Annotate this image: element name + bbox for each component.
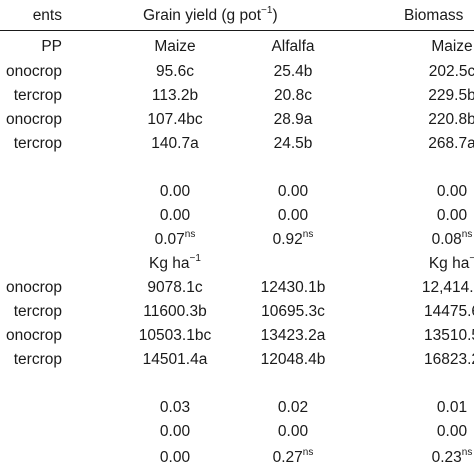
cell-maize: 107.4bc [147, 111, 203, 128]
stat-biomass: 0.23ns [431, 446, 473, 466]
header-row: ents Grain yield (g pot−1) Biomass [0, 4, 474, 28]
cell-biomass: 16823.2 [423, 351, 474, 368]
subheader-alfalfa: Alfalfa [271, 38, 315, 55]
cell-biomass: 229.5b [428, 87, 474, 104]
stat-alfalfa: 0.00 [277, 183, 309, 200]
stats-row: 0.07ns 0.92ns 0.08ns [0, 228, 474, 252]
cell-maize: 95.6c [156, 63, 194, 80]
stats-row: 0.00 0.00 0.00 [0, 180, 474, 204]
cell-alfalfa: 28.9a [273, 111, 313, 128]
row-label: onocrop [5, 63, 62, 80]
table-row: onocrop 10503.1bc 13423.2a 13510.5 [0, 324, 474, 348]
cell-biomass: 14475.6 [423, 303, 474, 320]
stat-biomass: 0.00 [436, 423, 468, 440]
subheader-maize: Maize [154, 38, 196, 55]
cell-alfalfa: 20.8c [274, 87, 312, 104]
stat-alfalfa: 0.02 [277, 399, 309, 416]
row-label: onocrop [5, 111, 62, 128]
stat-alfalfa: 0.27ns [272, 446, 314, 466]
table-row: onocrop 9078.1c 12430.1b 12,414.2 [0, 276, 474, 300]
cell-alfalfa: 25.4b [273, 63, 313, 80]
cell-biomass: 13510.5 [423, 327, 474, 344]
cell-biomass: 220.8b [428, 111, 474, 128]
stat-biomass: 0.00 [436, 207, 468, 224]
stat-maize: 0.07ns [154, 228, 196, 248]
row-label: tercrop [13, 135, 62, 152]
cell-maize: 9078.1c [147, 279, 203, 296]
stats-row: 0.00 0.00 0.00 [0, 420, 474, 444]
header-rule [0, 30, 474, 31]
row-label: tercrop [13, 351, 62, 368]
table-row: onocrop 95.6c 25.4b 202.5c [0, 60, 474, 84]
unit-maize: Kg ha−1 [149, 252, 201, 272]
table-row: tercrop 11600.3b 10695.3c 14475.6 [0, 300, 474, 324]
stat-maize: 0.00 [159, 449, 191, 466]
subheader-maize-biomass: Maize [431, 38, 473, 55]
cell-alfalfa: 12048.4b [260, 351, 326, 368]
cell-maize: 140.7a [151, 135, 199, 152]
cell-alfalfa: 12430.1b [260, 279, 326, 296]
table-row: tercrop 14501.4a 12048.4b 16823.2 [0, 348, 474, 372]
row-label: tercrop [13, 303, 62, 320]
row-label: onocrop [5, 327, 62, 344]
table-row: onocrop 107.4bc 28.9a 220.8b [0, 108, 474, 132]
stats-row: 0.00 0.00 0.00 [0, 204, 474, 228]
header-biomass: Biomass [404, 7, 464, 24]
cell-maize: 14501.4a [142, 351, 208, 368]
stat-alfalfa: 0.92ns [272, 228, 314, 248]
cell-biomass: 268.7a [428, 135, 474, 152]
stat-biomass: 0.00 [436, 183, 468, 200]
unit-row: Kg ha−1 Kg ha− [0, 252, 474, 276]
cell-biomass: 12,414.2 [421, 279, 474, 296]
stat-biomass: 0.08ns [431, 228, 473, 248]
row-label: tercrop [13, 87, 62, 104]
stat-alfalfa: 0.00 [277, 423, 309, 440]
table-row: tercrop 140.7a 24.5b 268.7a [0, 132, 474, 156]
subheader-row: PP Maize Alfalfa Maize [0, 35, 474, 59]
cell-maize: 11600.3b [143, 303, 207, 320]
header-grain-yield: Grain yield (g pot−1) [143, 4, 278, 24]
cell-maize: 10503.1bc [138, 327, 212, 344]
cell-biomass: 202.5c [428, 63, 474, 80]
row-label: onocrop [5, 279, 62, 296]
subheader-pp: PP [41, 38, 62, 55]
stat-maize: 0.03 [159, 399, 191, 416]
cell-maize: 113.2b [151, 87, 199, 104]
stat-maize: 0.00 [159, 207, 191, 224]
stats-row: 0.03 0.02 0.01 [0, 396, 474, 420]
stat-maize: 0.00 [159, 423, 191, 440]
cell-alfalfa: 24.5b [273, 135, 313, 152]
stat-biomass: 0.01 [436, 399, 468, 416]
unit-biomass: Kg ha− [428, 252, 474, 272]
table-row: tercrop 113.2b 20.8c 229.5b [0, 84, 474, 108]
cell-alfalfa: 13423.2a [260, 327, 326, 344]
stats-row: 0.00 0.27ns 0.23ns [0, 446, 474, 470]
stat-alfalfa: 0.00 [277, 207, 309, 224]
cell-alfalfa: 10695.3c [261, 303, 325, 320]
stat-maize: 0.00 [159, 183, 191, 200]
header-treatments: ents [32, 7, 62, 24]
